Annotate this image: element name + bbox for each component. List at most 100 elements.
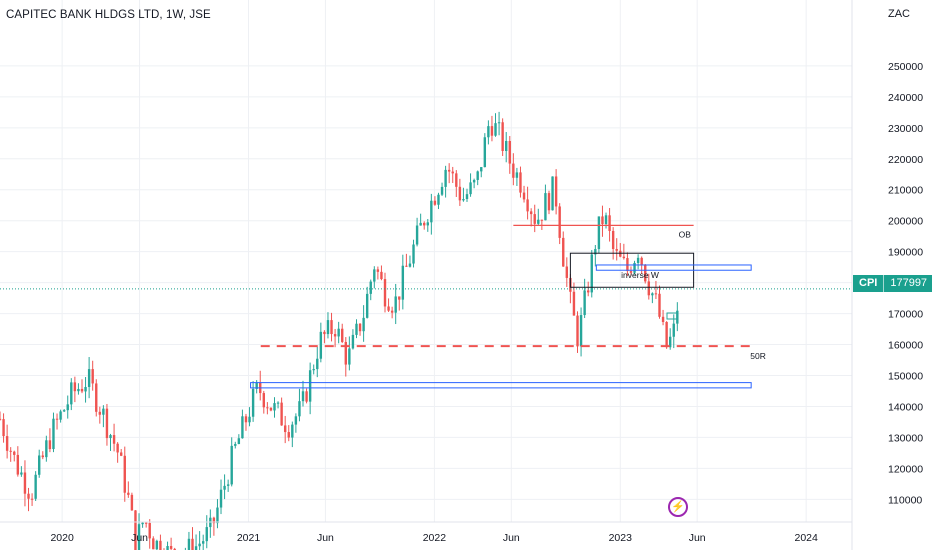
candle-body [266, 407, 269, 409]
candle-body [512, 163, 515, 178]
candle-body [476, 171, 479, 180]
candle-body [48, 440, 52, 450]
candle-body [537, 219, 540, 224]
candle-body [565, 266, 569, 278]
candle-body [387, 306, 390, 311]
candle-body [490, 126, 494, 136]
candle-body [144, 522, 148, 524]
candle-body [615, 249, 618, 251]
candle-body [447, 169, 451, 172]
candle-body [483, 137, 487, 168]
candle-body [668, 336, 672, 348]
candle-body [494, 123, 497, 136]
candle-body [551, 176, 554, 211]
candle-body [251, 388, 255, 417]
candle-body [465, 194, 469, 200]
candle-body [41, 455, 44, 458]
candle-body [70, 382, 73, 405]
candle-body [455, 173, 458, 187]
candle-body [294, 416, 298, 425]
y-tick-label: 190000 [888, 247, 923, 259]
candle-body [437, 194, 440, 205]
candle-body [369, 281, 372, 294]
candle-body [611, 230, 615, 250]
candle-body [590, 254, 593, 293]
candle-body [291, 424, 294, 438]
candle-body [45, 440, 48, 458]
candle-body [351, 334, 355, 349]
lightning-bolt-icon[interactable]: ⚡ [668, 497, 688, 517]
candle-body [408, 263, 412, 267]
chart-title: CAPITEC BANK HLDGS LTD, 1W, JSE [6, 9, 211, 21]
candle-body [66, 404, 69, 411]
x-tick-label: 2020 [50, 532, 74, 544]
candle-body [365, 293, 369, 318]
candle-body [558, 206, 561, 238]
candle-body [2, 419, 5, 437]
candle-body [426, 222, 429, 226]
candle-body [187, 538, 191, 550]
candle-body [13, 451, 16, 455]
candle-body [348, 348, 351, 365]
candle-body [237, 438, 241, 444]
y-tick-label: 170000 [888, 309, 923, 321]
candle-body [169, 546, 173, 549]
candle-body [34, 474, 37, 499]
candle-body [52, 418, 55, 450]
candle-body [323, 331, 326, 335]
candle-body [608, 215, 611, 231]
candle-body [458, 186, 462, 201]
candle-body [137, 524, 141, 550]
candle-body [579, 315, 583, 347]
candle-body [141, 522, 144, 525]
candle-body [201, 541, 205, 544]
candle-body [633, 262, 636, 273]
candle-body [597, 216, 601, 250]
candle-body [273, 403, 276, 411]
candle-body [337, 328, 340, 337]
candle-body [280, 402, 283, 426]
candle-body [38, 455, 41, 475]
candle-body [241, 416, 244, 439]
candle-body [508, 140, 511, 164]
candle-body [120, 452, 123, 456]
last-price-tag[interactable]: CPI 177997 [853, 275, 932, 292]
candle-body [283, 425, 287, 433]
candle-body [87, 369, 91, 387]
candle-body [194, 546, 198, 550]
candle-body [654, 293, 658, 295]
candle-body [27, 493, 30, 499]
candle-body [319, 331, 323, 359]
candle-body [462, 199, 465, 201]
annotation-label: inverse W [621, 270, 659, 280]
candle-body [55, 418, 59, 420]
candle-body [433, 200, 437, 205]
candle-body [166, 546, 169, 550]
candle-body [554, 176, 558, 207]
candle-body [576, 315, 579, 347]
candle-body [152, 538, 155, 550]
candle-body [594, 249, 597, 255]
symbol-label: CPI [853, 275, 885, 292]
candle-body [148, 522, 151, 539]
candle-body [333, 334, 337, 337]
candle-body [305, 391, 308, 402]
candle-body [173, 548, 176, 550]
candle-body [383, 279, 387, 307]
candle-body [430, 200, 433, 223]
candle-body [23, 472, 27, 494]
candle-body [451, 171, 454, 174]
candle-body [262, 393, 265, 408]
candle-body [216, 507, 219, 524]
candle-body [312, 369, 315, 371]
candle-body [344, 341, 347, 365]
candle-body [444, 169, 447, 187]
candle-body [547, 193, 551, 211]
drawing-overlays: OB 50R inverse W [0, 224, 852, 389]
x-tick-label: Jun [503, 532, 520, 544]
candle-body [572, 291, 576, 316]
x-tick-label: Jun [131, 532, 148, 544]
candle-body [380, 271, 383, 280]
candle-body [123, 455, 126, 493]
